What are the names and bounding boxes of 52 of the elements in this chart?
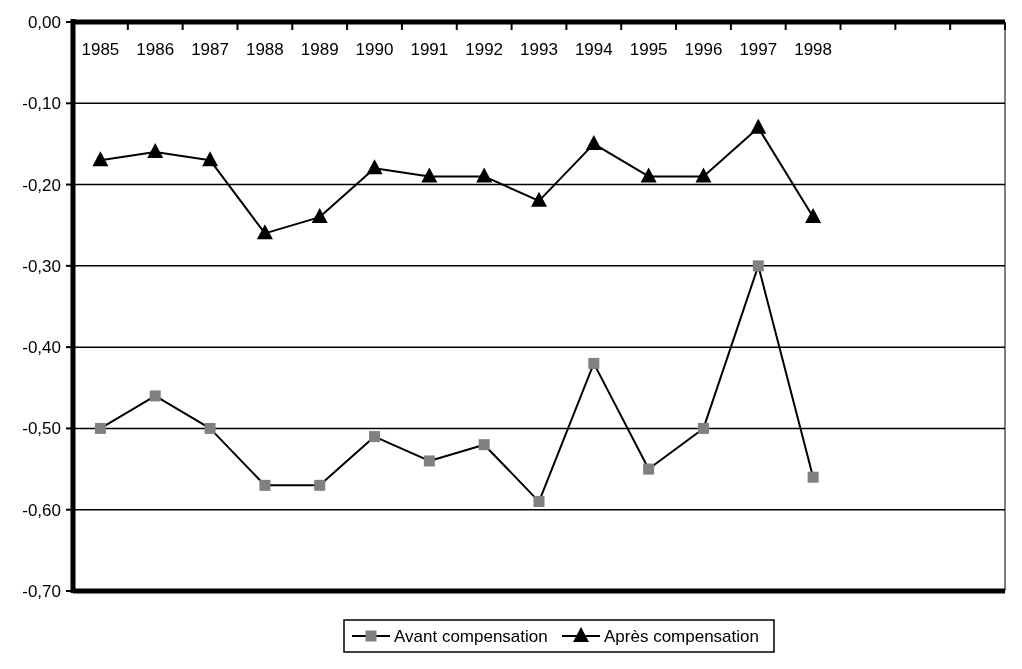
point — [421, 167, 438, 183]
point — [585, 134, 602, 150]
y-tick-label: 0,00 — [27, 13, 61, 32]
x-tick-label: 1990 — [355, 40, 394, 59]
point — [256, 224, 273, 240]
point — [750, 118, 767, 134]
point — [697, 422, 709, 434]
point — [640, 167, 657, 183]
point — [202, 151, 219, 167]
point — [531, 191, 547, 207]
point — [259, 479, 271, 491]
legend-label: Après compensation — [604, 627, 759, 646]
x-tick-label: 1991 — [410, 40, 449, 59]
point — [94, 422, 106, 434]
y-tick-label: -0,60 — [22, 500, 61, 520]
x-tick-label: 1985 — [81, 40, 120, 59]
y-tick-label: -0,40 — [22, 338, 61, 358]
x-tick-label: 1989 — [300, 40, 339, 59]
x-tick-label: 1986 — [136, 40, 175, 59]
point — [311, 208, 328, 224]
x-tick-label: 1992 — [465, 40, 504, 59]
y-tick-label: -0,20 — [22, 175, 61, 195]
point — [423, 455, 435, 467]
point — [533, 496, 545, 508]
point — [204, 422, 216, 434]
point — [807, 471, 819, 483]
point — [369, 431, 381, 443]
point — [805, 208, 822, 224]
point — [752, 260, 764, 272]
x-tick-label: 1996 — [684, 40, 723, 59]
point — [314, 479, 326, 491]
point — [478, 439, 490, 451]
x-tick-label: 1987 — [191, 40, 229, 59]
point — [643, 463, 655, 475]
x-tick-label: 1995 — [629, 40, 668, 59]
point — [92, 151, 109, 167]
y-tick-label: -0,10 — [22, 94, 61, 114]
y-tick-label: -0,70 — [22, 582, 61, 601]
point — [476, 167, 493, 183]
x-tick-label: 1993 — [520, 40, 558, 59]
x-tick-label: 1997 — [739, 40, 778, 59]
point — [695, 167, 712, 183]
point — [149, 390, 161, 402]
x-tick-label: 1994 — [574, 40, 613, 59]
legend-label: Avant compensation — [394, 627, 548, 646]
y-tick-label: -0,50 — [22, 419, 61, 439]
x-tick-label: 1988 — [245, 40, 284, 59]
point — [588, 357, 600, 369]
x-tick-label: 1998 — [794, 40, 833, 59]
point — [147, 143, 164, 159]
y-tick-label: -0,30 — [22, 256, 61, 276]
point — [366, 159, 383, 175]
